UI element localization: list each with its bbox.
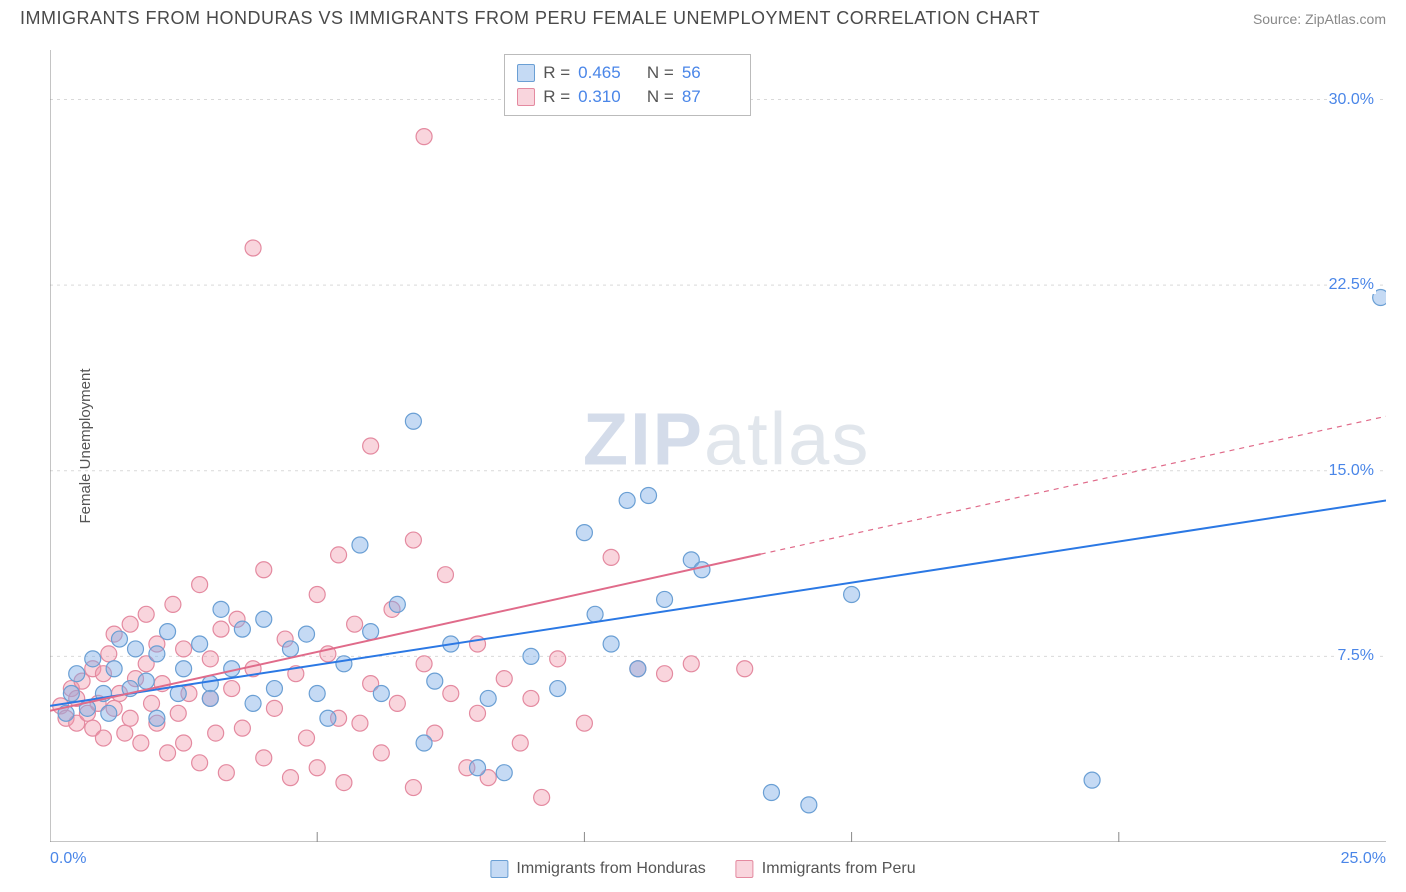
chart-area: ZIPatlas R =0.465 N =56R =0.310 N =87 7.… [50, 50, 1386, 842]
stat-r-value: 0.310 [578, 87, 634, 107]
y-tick-label: 7.5% [1336, 647, 1376, 665]
stat-swatch-icon [517, 88, 535, 106]
legend-label: Immigrants from Honduras [516, 860, 705, 878]
source-attribution: Source: ZipAtlas.com [1253, 11, 1386, 27]
x-tick-label: 25.0% [1341, 850, 1386, 868]
scatter-plot-svg [50, 50, 1386, 842]
x-tick-label: 0.0% [50, 850, 86, 868]
stat-row-honduras: R = 0.465 N = 56 [517, 61, 738, 85]
stat-r-label: R = [543, 63, 570, 83]
y-tick-label: 15.0% [1327, 462, 1376, 480]
stat-n-label: N = [642, 87, 674, 107]
stat-n-value: 56 [682, 63, 738, 83]
chart-title: IMMIGRANTS FROM HONDURAS VS IMMIGRANTS F… [20, 8, 1040, 29]
legend-item-honduras: Immigrants from Honduras [490, 860, 705, 878]
stat-swatch-icon [517, 64, 535, 82]
legend-item-peru: Immigrants from Peru [736, 860, 916, 878]
legend-swatch-icon [736, 860, 754, 878]
stat-r-label: R = [543, 87, 570, 107]
y-tick-label: 22.5% [1327, 276, 1376, 294]
correlation-stat-box: R = 0.465 N = 56 R = 0.310 N = 87 [504, 54, 751, 116]
stat-n-value: 87 [682, 87, 738, 107]
stat-n-label: N = [642, 63, 674, 83]
y-tick-label: 30.0% [1327, 91, 1376, 109]
stat-row-peru: R = 0.310 N = 87 [517, 85, 738, 109]
legend-swatch-icon [490, 860, 508, 878]
stat-r-value: 0.465 [578, 63, 634, 83]
legend-label: Immigrants from Peru [762, 860, 916, 878]
legend: Immigrants from Honduras Immigrants from … [490, 860, 915, 878]
